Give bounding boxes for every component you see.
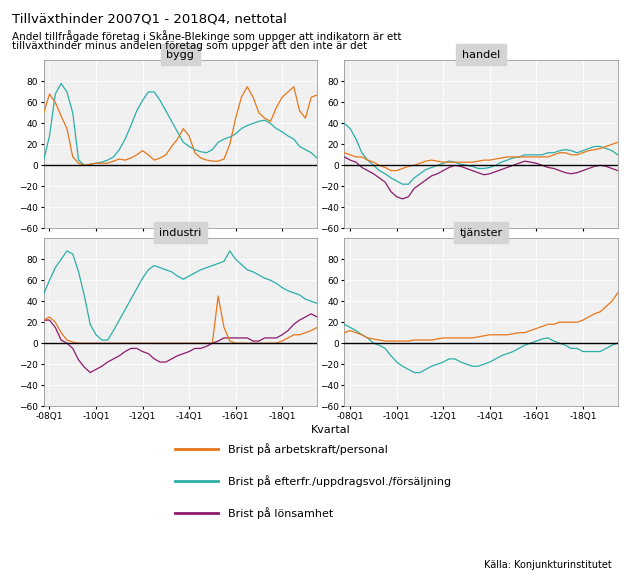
Title: handel: handel (462, 50, 500, 60)
Text: Andel tillfrågade företag i Skåne-Blekinge som uppger att indikatorn är ett: Andel tillfrågade företag i Skåne-Blekin… (12, 30, 402, 42)
Title: bygg: bygg (167, 50, 194, 60)
Text: Tillväxthinder 2007Q1 - 2018Q4, nettotal: Tillväxthinder 2007Q1 - 2018Q4, nettotal (12, 13, 288, 26)
Text: Brist på efterfr./uppdragsvol./försäljning: Brist på efterfr./uppdragsvol./försäljni… (228, 475, 451, 487)
Text: Källa: Konjunkturinstitutet: Källa: Konjunkturinstitutet (484, 560, 612, 570)
Text: Brist på arbetskraft/personal: Brist på arbetskraft/personal (228, 444, 388, 455)
Text: Brist på lönsamhet: Brist på lönsamhet (228, 507, 333, 518)
Text: Kvartal: Kvartal (311, 425, 351, 434)
Title: tjänster: tjänster (459, 228, 503, 237)
Title: industri: industri (159, 228, 202, 237)
Text: tillväxthinder minus andelen företag som uppger att den inte är det: tillväxthinder minus andelen företag som… (12, 41, 368, 51)
